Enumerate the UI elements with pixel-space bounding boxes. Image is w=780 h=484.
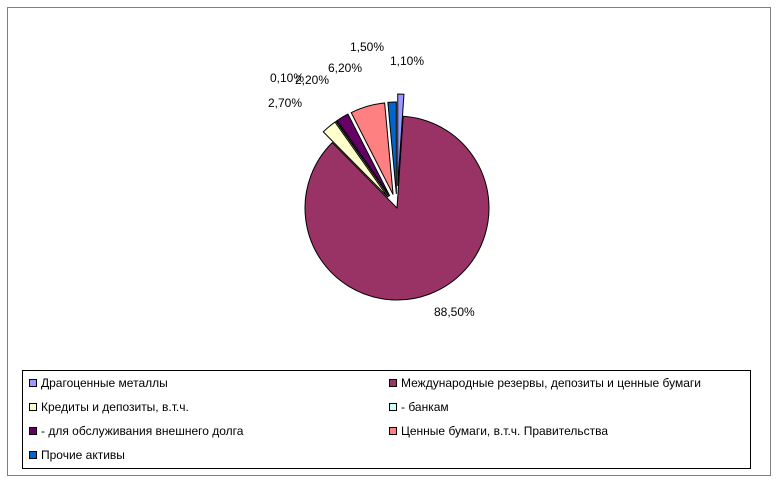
legend-swatch [389, 379, 397, 387]
legend-item-external-debt: - для обслуживания внешнего долга [29, 423, 243, 439]
pie-slices [304, 93, 490, 301]
legend-item-loans-deposits: Кредиты и депозиты, в.т.ч. [29, 399, 189, 415]
legend-swatch [29, 451, 37, 459]
pie-labels: 1,10% 88,50% 2,70% 0,10%2,20%6,20% 1,50% [268, 40, 475, 319]
data-label-loans-deposits: 2,70% [268, 96, 302, 110]
legend-swatch [29, 379, 37, 387]
legend-item-international-reserves: Международные резервы, депозиты и ценные… [389, 375, 701, 391]
legend-item-other-assets: Прочие активы [29, 447, 125, 463]
legend-swatch [29, 427, 37, 435]
legend-label: - для обслуживания внешнего долга [41, 424, 244, 438]
pie-slice-external-debt [336, 113, 391, 197]
pie-slice-precious-metals [397, 93, 405, 187]
legend-label: Кредиты и депозиты, в.т.ч. [41, 400, 189, 414]
legend-swatch [389, 427, 397, 435]
data-label-banks: 0,10% [270, 71, 304, 85]
data-label-external-debt: 2,20% [295, 73, 329, 87]
legend-label: Ценные бумаги, в.т.ч. Правительства [401, 424, 609, 438]
legend-item-banks: - банкам [389, 399, 449, 415]
legend-swatch [29, 403, 37, 411]
data-label-securities: 6,20% [328, 61, 362, 75]
legend: Драгоценные металлы Международные резерв… [22, 370, 751, 469]
legend-label: Международные резервы, депозиты и ценные… [401, 376, 701, 390]
legend-swatch [389, 403, 397, 411]
data-label-precious-metals: 1,10% [390, 54, 424, 68]
pie-slice-international-reserves [304, 115, 490, 301]
legend-item-securities: Ценные бумаги, в.т.ч. Правительства [389, 423, 608, 439]
legend-label: - банкам [401, 400, 449, 414]
legend-label: Прочие активы [41, 448, 125, 462]
pie-slice-securities [350, 102, 394, 195]
data-label-international-reserves: 88,50% [434, 305, 475, 319]
pie-slice-loans-deposits [322, 121, 389, 198]
data-label-other-assets: 1,50% [350, 40, 384, 54]
pie-slice-other-assets [387, 101, 397, 195]
legend-item-precious-metals: Драгоценные металлы [29, 375, 168, 391]
legend-label: Драгоценные металлы [41, 376, 168, 390]
pie-slice-banks [335, 120, 390, 197]
